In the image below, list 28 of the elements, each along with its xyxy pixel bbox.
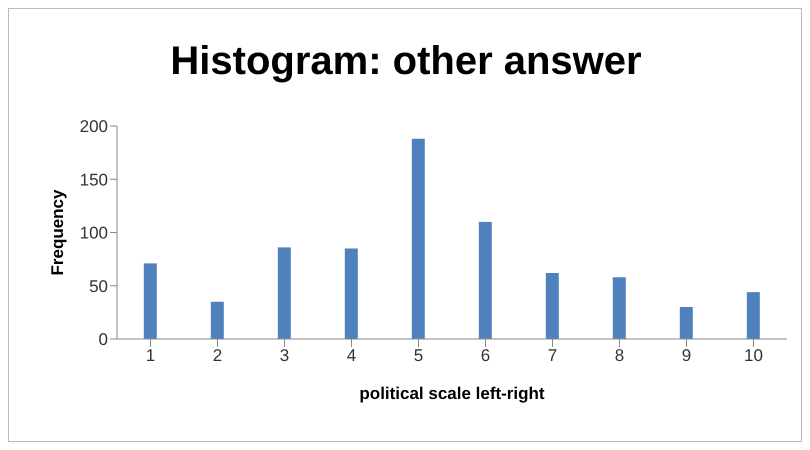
bar [746,292,760,339]
bar [478,222,492,339]
x-tick-label: 7 [548,346,558,366]
x-tick-label: 5 [414,346,424,366]
y-tick-label: 200 [80,117,108,136]
x-tick-label: 2 [212,346,222,366]
x-tick-label: 6 [480,346,490,366]
y-tick-label: 100 [80,224,108,243]
bar [546,272,559,339]
x-tick-label: 10 [744,346,763,366]
x-tick-label: 3 [280,346,290,366]
y-axis-title: Frequency [48,188,68,276]
x-tick-label: 1 [146,346,156,366]
bar [210,302,224,339]
bar [680,307,693,339]
bar [412,138,425,339]
chart-title: Histogram: other answer [169,39,643,84]
bar [344,248,358,339]
bar [144,263,157,339]
y-tick-label: 50 [89,276,108,296]
x-axis-title: political scale left-right [359,384,545,403]
y-tick-label: 150 [80,170,108,190]
bar [612,277,626,339]
bar [278,247,291,339]
x-tick-label: 4 [346,346,356,366]
x-tick-label: 9 [682,346,692,366]
y-tick-label: 0 [98,330,108,350]
x-tick-label: 8 [614,346,624,366]
